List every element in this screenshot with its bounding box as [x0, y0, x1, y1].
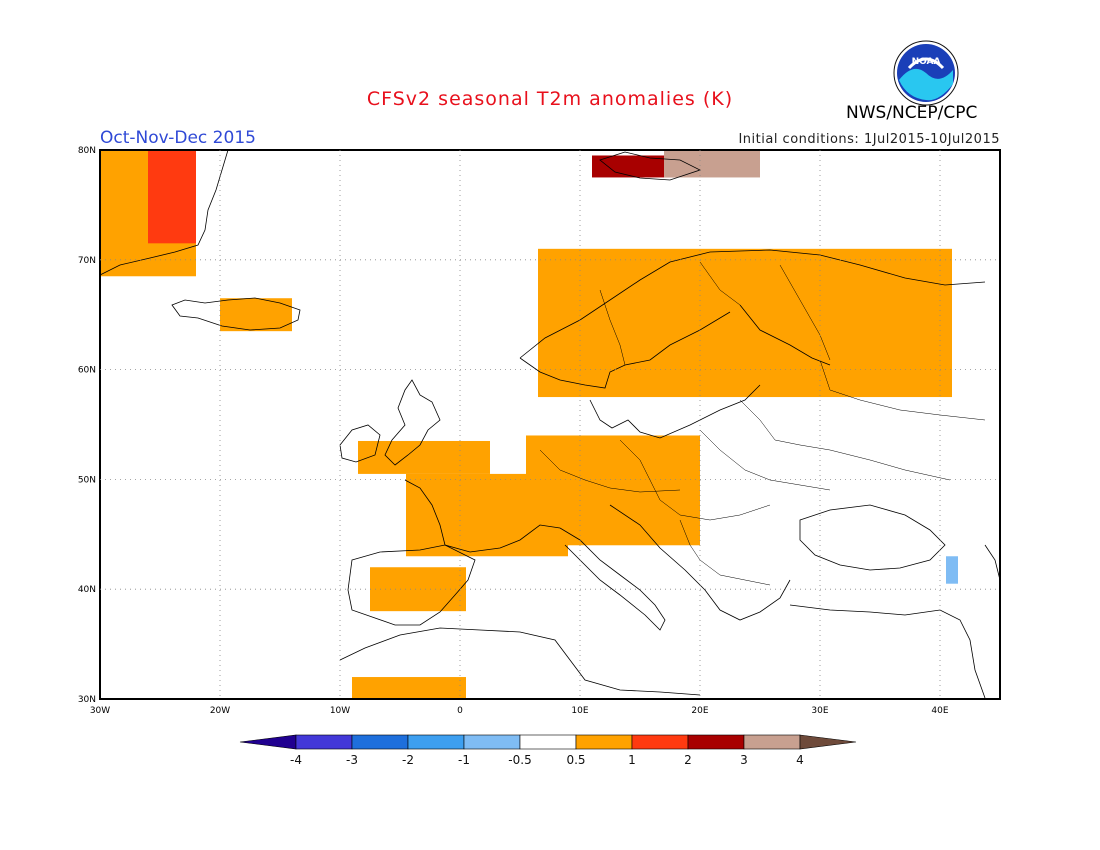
colorbar-label: -0.5 — [508, 753, 532, 767]
map-frame — [99, 149, 1001, 700]
anomaly-region-greenland-east-coast — [148, 150, 196, 244]
anomaly-region-caucasus — [946, 556, 958, 584]
colorbar-arrow-low — [239, 734, 297, 750]
map-title: CFSv2 seasonal T2m anomalies (K) — [366, 88, 734, 110]
anomaly-region-north-africa — [352, 677, 466, 699]
initial-conditions-label: Initial conditions: 1Jul2015-10Jul2015 — [738, 132, 1000, 147]
colorbar-swatch — [687, 734, 745, 750]
colorbar-arrow-high — [799, 734, 857, 750]
anomaly-region-british-isles — [358, 440, 490, 474]
colorbar-swatch — [351, 734, 409, 750]
country-borders — [539, 261, 986, 586]
agency-label: NWS/NCEP/CPC — [846, 103, 978, 123]
lon-tick-label: 40E — [931, 706, 948, 716]
colorbar-label: -2 — [402, 753, 414, 767]
lat-tick-label: 30N — [78, 695, 96, 705]
colorbar — [239, 734, 857, 750]
logo-text: NOAA — [912, 57, 941, 67]
colorbar-swatch — [519, 734, 577, 750]
noaa-logo: NOAA — [893, 40, 959, 106]
anomaly-region-iberia — [370, 567, 466, 612]
colorbar-label: 1 — [628, 753, 636, 767]
lat-tick-label: 70N — [78, 256, 96, 266]
lon-tick-label: 10W — [330, 706, 350, 716]
anomaly-region-iceland — [220, 298, 292, 332]
lon-tick-label: 20W — [210, 706, 230, 716]
lon-tick-label: 30E — [811, 706, 828, 716]
lon-tick-label: 30W — [90, 706, 110, 716]
colorbar-swatch — [463, 734, 521, 750]
lat-tick-label: 40N — [78, 585, 96, 595]
anomaly-region-scandinavia — [538, 248, 952, 398]
lat-tick-label: 80N — [78, 146, 96, 156]
lon-tick-label: 10E — [571, 706, 588, 716]
colorbar-label: 2 — [684, 753, 692, 767]
anomaly-regions — [100, 150, 958, 699]
colorbar-label: -1 — [458, 753, 470, 767]
lat-tick-label: 50N — [78, 475, 96, 485]
colorbar-label: 0.5 — [566, 753, 586, 767]
coastlines — [99, 149, 1001, 699]
lon-tick-label: 0 — [457, 706, 463, 716]
anomaly-region-svalbard — [592, 155, 676, 178]
anomaly-region-svalbard-east — [664, 150, 760, 178]
gridlines — [100, 150, 1000, 699]
lat-tick-label: 60N — [78, 366, 96, 376]
colorbar-label: 4 — [796, 753, 804, 767]
colorbar-swatch — [631, 734, 689, 750]
colorbar-swatch — [407, 734, 465, 750]
colorbar-label: -4 — [290, 753, 302, 767]
colorbar-swatch — [295, 734, 353, 750]
colorbar-label: 3 — [740, 753, 748, 767]
lon-tick-label: 20E — [691, 706, 708, 716]
colorbar-swatch — [575, 734, 633, 750]
season-label: Oct-Nov-Dec 2015 — [100, 128, 256, 148]
colorbar-label: -3 — [346, 753, 358, 767]
colorbar-swatch — [743, 734, 801, 750]
